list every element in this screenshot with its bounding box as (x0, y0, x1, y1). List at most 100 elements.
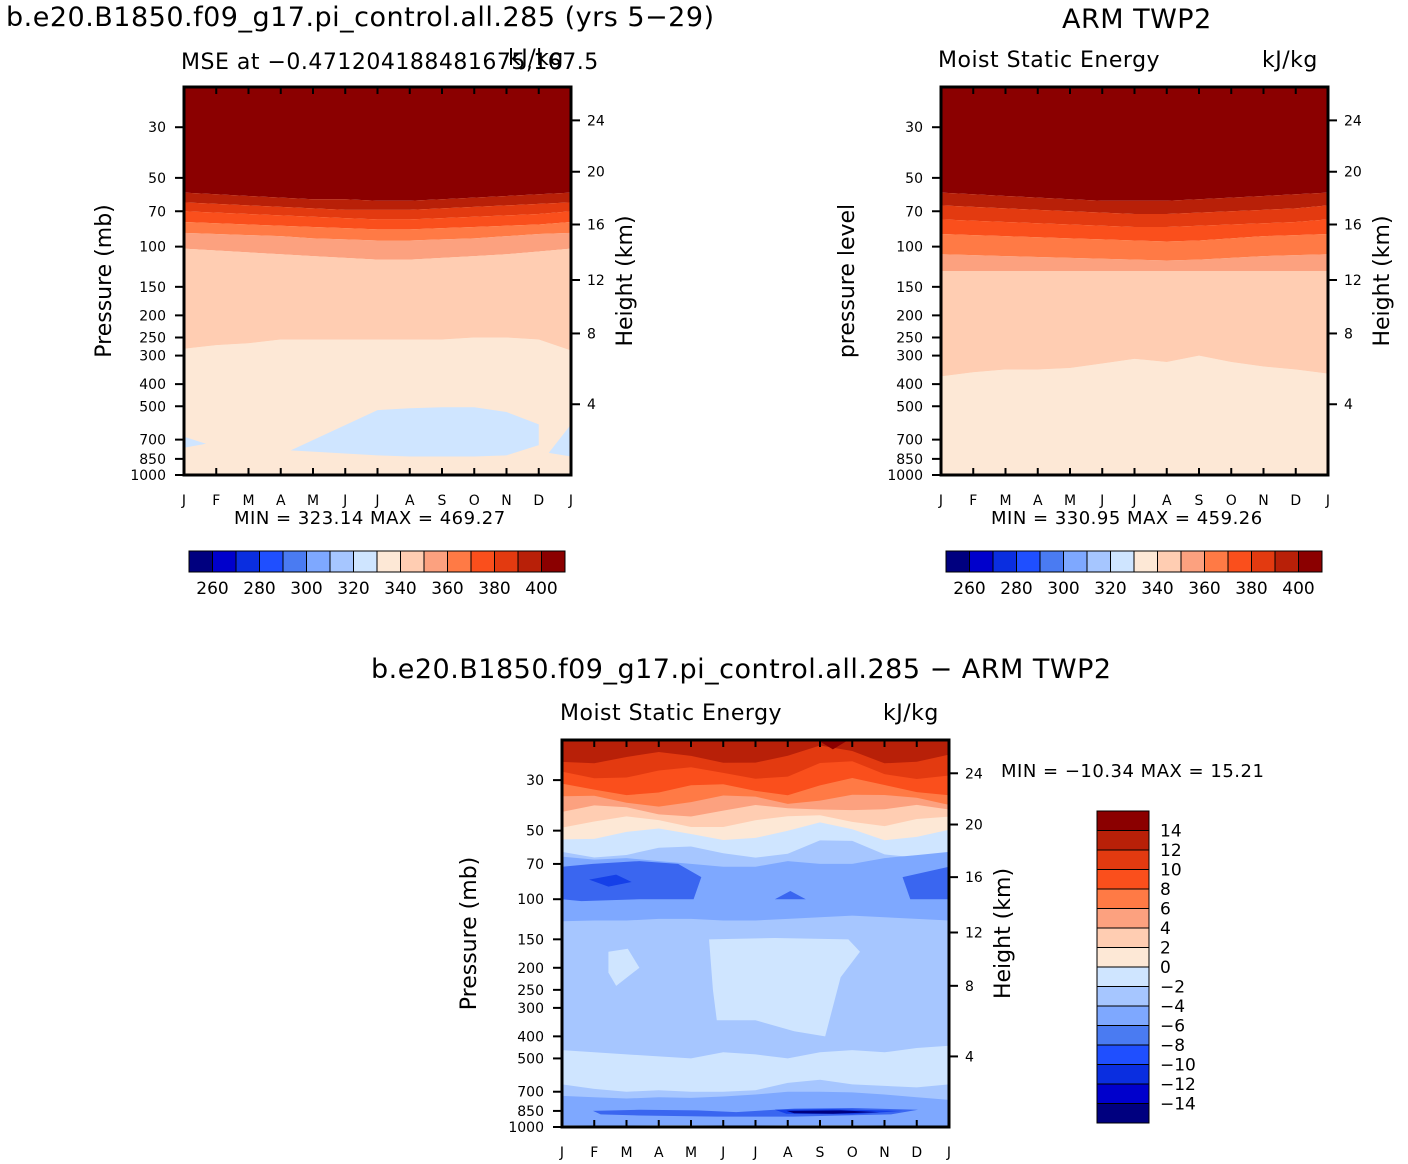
band-350-360 (184, 221, 571, 241)
model-htick-label-16: 16 (587, 217, 605, 233)
band-340-350 (941, 254, 1328, 272)
model-ptick-label-30: 30 (148, 120, 166, 136)
obs-panel-title: Moist Static Energy (938, 48, 1161, 73)
model-xtick-label-7: A (405, 493, 415, 509)
model-xtick-label-4: M (307, 493, 319, 509)
band-below-320-edge (184, 436, 206, 448)
obs-ptick-label-50: 50 (905, 171, 923, 187)
diff-minus4-lower (562, 1091, 949, 1127)
obs-xtick-label-2: M (999, 493, 1011, 509)
model-ptick-label-400: 400 (139, 377, 166, 393)
obs-ylabel-left: pressure level (835, 204, 860, 358)
diff-xtick-label-9: O (847, 1145, 858, 1161)
model-colorbar-box-14 (517, 550, 542, 573)
model-colorbar-label-380: 380 (478, 579, 510, 599)
obs-colorbar-box-9 (1157, 550, 1182, 573)
diff-htick-label-24: 24 (965, 766, 983, 782)
model-xtick-label-11: D (533, 493, 544, 509)
diff-ptick-label-200: 200 (517, 961, 544, 977)
diff-colorbar-box-14 (1096, 1083, 1150, 1104)
diff-colorbar-label-12: −10 (1160, 1056, 1196, 1076)
obs-ptick-label-1000: 1000 (887, 468, 923, 484)
obs-colorbar-label-320: 320 (1094, 579, 1126, 599)
obs-htick-label-16: 16 (1344, 217, 1362, 233)
obs-ptick-label-850: 850 (896, 452, 923, 468)
diff-colorbar-label-13: −12 (1160, 1075, 1196, 1095)
obs-ptick-label-30: 30 (905, 120, 923, 136)
obs-htick-label-12: 12 (1344, 273, 1362, 289)
model-ptick-label-700: 700 (139, 433, 166, 449)
band-390-plus (184, 87, 571, 201)
diff-xtick-label-5: J (720, 1145, 725, 1161)
model-colorbar-box-2 (235, 550, 260, 573)
band-below-320 (290, 407, 539, 457)
model-xtick-label-8: S (438, 493, 447, 509)
diff-colorbar-box-4 (1096, 888, 1150, 909)
diff-colorbar-box-2 (1096, 849, 1150, 870)
diff-colorbar-label-1: 12 (1160, 841, 1182, 861)
obs-xtick-label-11: D (1290, 493, 1301, 509)
band-below-320-right (548, 424, 571, 457)
diff-ptick-label-300: 300 (517, 1001, 544, 1017)
model-colorbar-box-6 (329, 550, 354, 573)
diff-htick-label-8: 8 (965, 979, 974, 995)
model-xtick-label-6: J (374, 493, 379, 509)
model-colorbar-box-0 (188, 550, 213, 573)
obs-ptick-label-200: 200 (896, 308, 923, 324)
diff-colorbar-box-12 (1096, 1044, 1150, 1065)
diff-colorbar-label-0: 14 (1160, 822, 1182, 842)
band-390-plus (941, 87, 1328, 201)
model-ptick-label-150: 150 (139, 280, 166, 296)
obs-xtick-label-9: O (1226, 493, 1237, 509)
obs-htick-label-20: 20 (1344, 165, 1362, 181)
model-contours (184, 87, 571, 475)
diff-ptick-label-850: 850 (517, 1104, 544, 1120)
obs-ptick-label-300: 300 (896, 349, 923, 365)
model-colorbar-box-7 (353, 550, 378, 573)
model-colorbar-label-260: 260 (196, 579, 228, 599)
diff-minus6-mid (774, 890, 806, 900)
obs-colorbar-label-340: 340 (1141, 579, 1173, 599)
diff-colorbar-label-3: 8 (1160, 880, 1171, 900)
diff-xtick-label-6: J (752, 1145, 757, 1161)
diff-minus2-lower (562, 1045, 949, 1092)
band-380-390 (184, 192, 571, 210)
diff-ptick-label-1000: 1000 (508, 1120, 544, 1136)
diff-xtick-label-12: J (946, 1145, 951, 1161)
model-colorbar-box-4 (282, 550, 307, 573)
model-htick-label-4: 4 (587, 397, 596, 413)
band-350-360 (941, 233, 1328, 261)
obs-colorbar-label-380: 380 (1235, 579, 1267, 599)
diff-colorbar-label-11: −8 (1160, 1036, 1185, 1056)
obs-colorbar-box-7 (1110, 550, 1135, 573)
obs-colorbar-box-0 (945, 550, 970, 573)
obs-colorbar-label-280: 280 (1000, 579, 1032, 599)
model-colorbar-box-8 (376, 550, 401, 573)
band-330-340 (184, 248, 571, 351)
diff-panel-units: kJ/kg (883, 701, 939, 726)
diff-colorbar-box-6 (1096, 927, 1150, 948)
band-330-340 (941, 271, 1328, 377)
obs-colorbar-box-8 (1133, 550, 1158, 573)
obs-xtick-label-6: J (1131, 493, 1136, 509)
model-colorbar-label-400: 400 (525, 579, 557, 599)
diff-htick-label-16: 16 (965, 870, 983, 886)
model-xtick-label-10: N (501, 493, 511, 509)
model-colorbar-label-340: 340 (384, 579, 416, 599)
diff-contours (562, 740, 949, 1127)
model-panel-title: MSE at −0.471204188481675,167.5 (181, 50, 599, 75)
diff-htick-label-12: 12 (965, 926, 983, 942)
obs-min-max: MIN = 330.95 MAX = 459.26 (991, 508, 1263, 529)
diff-ptick-label-30: 30 (526, 773, 544, 789)
obs-colorbar-box-5 (1063, 550, 1088, 573)
model-panel-units: kJ/kg (508, 46, 564, 71)
model-colorbar-box-12 (470, 550, 495, 573)
model-colorbar-box-13 (494, 550, 519, 573)
diff-xtick-label-1: F (590, 1145, 598, 1161)
band-370-380 (941, 205, 1328, 227)
diff-minus2-middle (709, 937, 860, 1037)
diff-colorbar-label-4: 6 (1160, 900, 1171, 920)
obs-xtick-label-3: A (1033, 493, 1043, 509)
case-title: b.e20.B1850.f09_g17.pi_control.all.285 (… (6, 2, 715, 33)
obs-colorbar-box-12 (1227, 550, 1252, 573)
